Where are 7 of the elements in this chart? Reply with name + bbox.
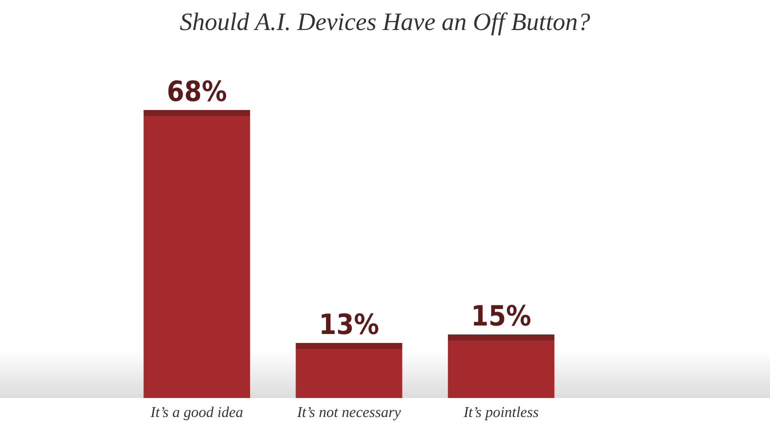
chart-title: Should A.I. Devices Have an Off Button? <box>180 9 591 36</box>
data-label: 15% <box>471 299 532 332</box>
x-tick-label: It’s pointless <box>462 405 539 421</box>
x-tick-label: It’s not necessary <box>296 405 402 421</box>
x-tick-label: It’s a good idea <box>150 405 244 421</box>
data-label: 13% <box>318 308 380 341</box>
data-label: 68% <box>166 75 227 108</box>
